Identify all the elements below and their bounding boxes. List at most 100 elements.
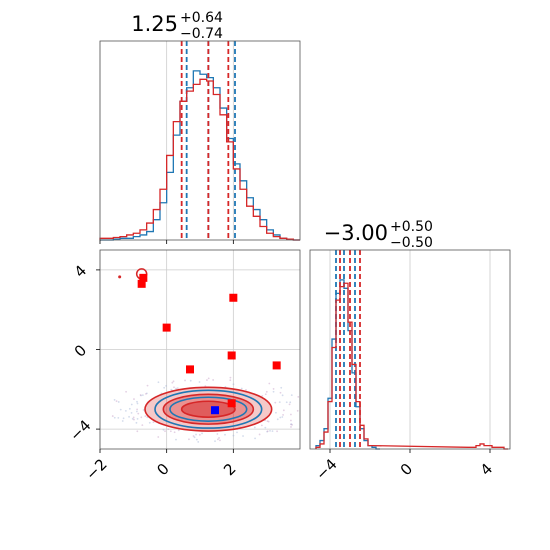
sample-point	[276, 418, 279, 421]
x-tick-label: −4	[312, 455, 340, 483]
sample-point	[232, 383, 235, 386]
sample-point	[188, 438, 190, 441]
sample-point	[128, 415, 130, 418]
sample-point	[141, 394, 144, 397]
sample-point	[113, 416, 116, 419]
sample-point	[265, 390, 268, 393]
sample-point	[217, 438, 219, 441]
sample-point	[136, 417, 139, 420]
sample-point	[229, 379, 232, 382]
sample-point	[140, 416, 143, 419]
x-tick-label: 2	[220, 460, 239, 479]
sample-point	[128, 407, 131, 410]
sample-point	[136, 408, 139, 411]
sample-point	[278, 401, 281, 404]
sample-point	[261, 394, 264, 397]
sample-point	[282, 414, 284, 416]
red-marker	[186, 365, 194, 374]
sample-point	[290, 413, 292, 416]
sample-point	[167, 428, 170, 431]
histogram-title: −3.00	[324, 221, 388, 245]
histogram-series-red	[315, 282, 508, 450]
sample-point	[172, 380, 175, 383]
sample-point	[279, 391, 282, 394]
sample-point	[218, 437, 220, 439]
sample-point	[177, 429, 180, 432]
sample-point	[141, 424, 144, 427]
x-tick-label: 0	[397, 460, 416, 479]
sample-point	[290, 394, 293, 397]
sample-point	[285, 401, 288, 404]
sample-point	[267, 420, 270, 423]
sample-point	[290, 426, 292, 428]
sample-point	[145, 392, 147, 395]
sample-point	[139, 394, 142, 396]
sample-point	[157, 381, 160, 384]
blue-marker	[211, 406, 219, 415]
sample-point	[130, 411, 133, 414]
sample-point	[268, 382, 271, 385]
sample-point	[296, 409, 299, 412]
sample-point	[212, 379, 215, 381]
sample-point	[135, 410, 138, 413]
sample-point	[282, 409, 285, 412]
sample-point	[229, 376, 232, 379]
x-tick-label: 0	[153, 460, 172, 479]
sample-point	[290, 423, 293, 426]
red-marker	[272, 361, 281, 370]
sample-point	[176, 387, 179, 390]
sample-point	[146, 416, 149, 419]
sample-point	[136, 402, 139, 405]
sample-point	[157, 436, 160, 438]
contour-level	[180, 400, 236, 418]
sample-point	[136, 430, 139, 433]
sample-point	[136, 400, 138, 403]
sample-point	[289, 401, 292, 404]
sample-point	[197, 441, 200, 443]
sample-point	[290, 419, 292, 422]
sample-point	[162, 428, 165, 431]
sample-point	[137, 412, 140, 415]
x-tick-label: −2	[82, 455, 110, 483]
sample-point	[193, 436, 196, 439]
sample-point	[297, 395, 300, 398]
sample-point	[275, 411, 277, 414]
scatter-panel	[96, 249, 301, 453]
sample-point	[280, 386, 283, 389]
sample-point	[148, 421, 151, 424]
sample-point	[258, 433, 261, 436]
histogram-panel	[99, 40, 301, 244]
sample-point	[207, 377, 210, 380]
sample-point	[272, 388, 275, 390]
sample-point	[219, 439, 221, 442]
sample-point	[121, 420, 124, 422]
sample-point	[152, 421, 155, 424]
sample-point	[281, 416, 284, 418]
title-subscript: −0.50	[390, 235, 433, 251]
red-marker	[139, 273, 148, 282]
sample-point	[276, 430, 278, 433]
panel-frame	[99, 40, 301, 241]
red-marker	[229, 293, 238, 302]
sample-point	[117, 416, 120, 419]
contour-level	[169, 396, 248, 422]
sample-point	[281, 394, 284, 397]
sample-point	[216, 433, 219, 435]
sample-point	[124, 409, 127, 412]
sample-point	[206, 379, 208, 381]
sample-point	[163, 386, 166, 389]
sample-point	[115, 400, 118, 403]
sample-point	[264, 393, 267, 396]
sample-point	[254, 437, 256, 440]
sample-point	[144, 415, 147, 418]
sample-point	[232, 434, 235, 437]
y-tick-label: −4	[66, 416, 94, 444]
x-tick-label: 4	[477, 460, 496, 479]
histogram-series-blue	[100, 70, 300, 241]
sample-point	[130, 403, 133, 406]
sample-point	[142, 409, 145, 411]
sample-point	[122, 417, 125, 420]
red-marker	[227, 399, 236, 408]
sample-point	[242, 435, 244, 437]
sample-point	[236, 431, 238, 434]
